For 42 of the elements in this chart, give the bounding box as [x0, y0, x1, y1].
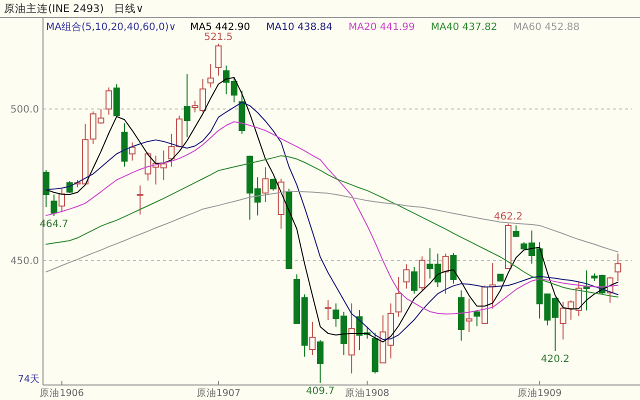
candlestick [560, 301, 566, 340]
candlestick [317, 340, 324, 384]
candlestick [474, 310, 480, 327]
candlestick [512, 224, 520, 237]
candlestick [184, 74, 190, 138]
legend-title: MA组合(5,10,20,40,60,0)∨ [46, 21, 176, 33]
text: MA40 437.82 [430, 22, 498, 33]
annotation: 420.2 [540, 354, 570, 366]
text: MA20 441.99 [348, 22, 415, 33]
candlestick [403, 264, 410, 290]
candlestick [42, 169, 50, 208]
x-tick-label: 原油1907 [196, 387, 241, 399]
candlestick [262, 166, 269, 203]
annotation: 521.5 [204, 32, 233, 43]
x-tick-label: 原油1909 [517, 387, 562, 399]
candlestick [309, 321, 316, 356]
y-tick-label: 450.0 [10, 256, 39, 268]
candlestick [614, 253, 622, 282]
text: 74天 [18, 374, 40, 385]
annotation: 409.7 [306, 386, 335, 397]
candlestick [442, 253, 449, 294]
chart-subtitle: 日线∨ [114, 2, 144, 15]
candlestick [466, 298, 472, 332]
x-tick-label: 原油1908 [345, 387, 390, 399]
candlestick [395, 276, 402, 318]
text: MA10 438.84 [266, 22, 332, 33]
text: MA5 442.90 [190, 22, 250, 33]
candlestick [58, 188, 66, 213]
candlestick [411, 266, 418, 294]
candlestick [207, 64, 214, 88]
annotation: 462.2 [494, 212, 523, 223]
candlestick [50, 194, 58, 217]
text: MA60 452.88 [513, 22, 580, 33]
candlestick [450, 252, 457, 284]
candlestick [129, 142, 136, 162]
x-tick-label: 原油1906 [40, 387, 84, 399]
candlestick [106, 86, 112, 116]
candlestick [324, 300, 332, 321]
y-tick-label: 500.0 [10, 104, 39, 116]
chart-title: 原油主连(INE 2493) [4, 2, 104, 15]
candlestick [136, 184, 144, 216]
candlestick [215, 43, 222, 76]
